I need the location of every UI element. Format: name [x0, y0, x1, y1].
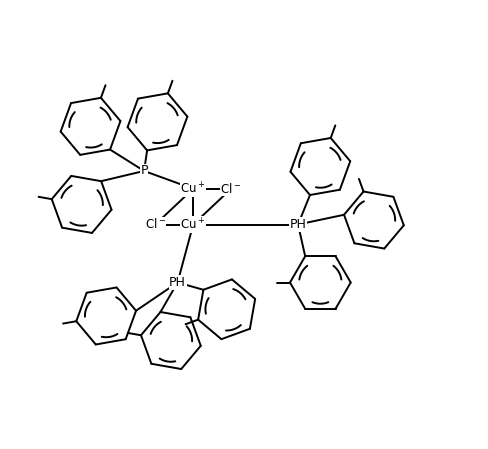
Text: Cl$^-$: Cl$^-$ [144, 217, 165, 232]
Text: P: P [140, 164, 147, 177]
Text: PH: PH [169, 276, 185, 289]
Text: Cu$^+$: Cu$^+$ [180, 181, 205, 197]
Text: Cu$^+$: Cu$^+$ [180, 217, 205, 232]
Text: Cl$^-$: Cl$^-$ [220, 182, 241, 196]
Text: PH: PH [289, 218, 306, 231]
